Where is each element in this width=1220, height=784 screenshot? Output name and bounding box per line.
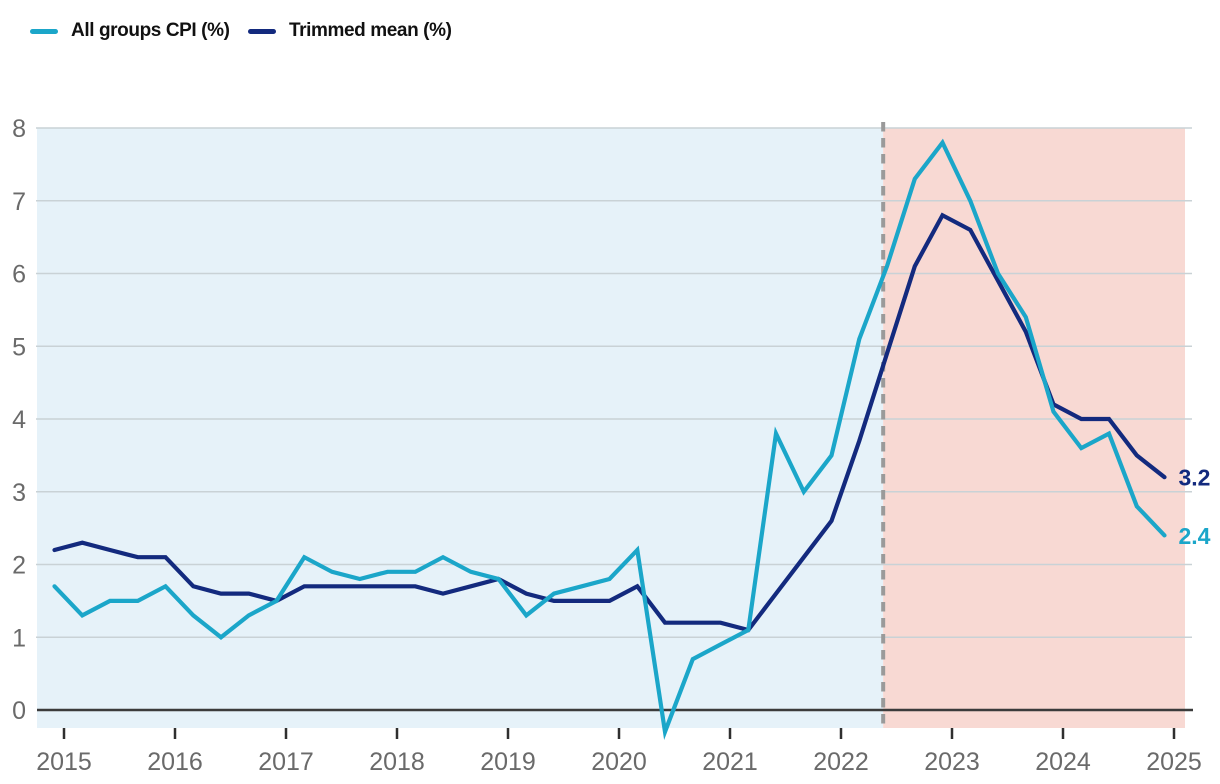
x-tick-label-2025: 2025 bbox=[1146, 748, 1202, 776]
all-groups-cpi-end-value-label: 2.4 bbox=[1179, 523, 1211, 549]
trimmed-mean-end-value-label: 3.2 bbox=[1179, 465, 1211, 491]
x-tick-label-2016: 2016 bbox=[147, 748, 203, 776]
cpi-line-swatch bbox=[30, 28, 58, 34]
y-tick-label-1: 1 bbox=[12, 624, 26, 652]
trimmed-mean-line bbox=[52, 212, 1167, 633]
x-tick-label-2015: 2015 bbox=[36, 748, 92, 776]
region-after-divider bbox=[883, 128, 1185, 728]
legend-item-all-groups-cpi: All groups CPI (%) bbox=[30, 18, 230, 44]
x-tick-label-2021: 2021 bbox=[702, 748, 758, 776]
legend-item-trimmed-mean: Trimmed mean (%) bbox=[248, 18, 452, 44]
x-tick-label-2017: 2017 bbox=[258, 748, 314, 776]
x-tick-label-2019: 2019 bbox=[480, 748, 536, 776]
x-tick-label-2018: 2018 bbox=[369, 748, 425, 776]
x-tick-label-2020: 2020 bbox=[591, 748, 647, 776]
y-tick-label-2: 2 bbox=[12, 552, 26, 580]
legend-label-cpi: All groups CPI (%) bbox=[71, 20, 230, 41]
y-tick-label-7: 7 bbox=[12, 188, 26, 216]
y-tick-label-3: 3 bbox=[12, 479, 26, 507]
y-tick-label-4: 4 bbox=[12, 406, 26, 434]
legend-label-trimmed-mean: Trimmed mean (%) bbox=[289, 20, 452, 41]
all-groups-cpi-line bbox=[52, 138, 1167, 740]
x-tick-label-2023: 2023 bbox=[924, 748, 980, 776]
x-tick-label-2022: 2022 bbox=[813, 748, 869, 776]
y-tick-label-8: 8 bbox=[12, 115, 26, 143]
trimmed-mean-line-swatch bbox=[248, 28, 276, 34]
x-tick-label-2024: 2024 bbox=[1035, 748, 1091, 776]
y-tick-label-6: 6 bbox=[12, 261, 26, 289]
region-before-divider bbox=[37, 128, 884, 728]
y-tick-label-0: 0 bbox=[12, 697, 26, 725]
y-tick-label-5: 5 bbox=[12, 333, 26, 361]
